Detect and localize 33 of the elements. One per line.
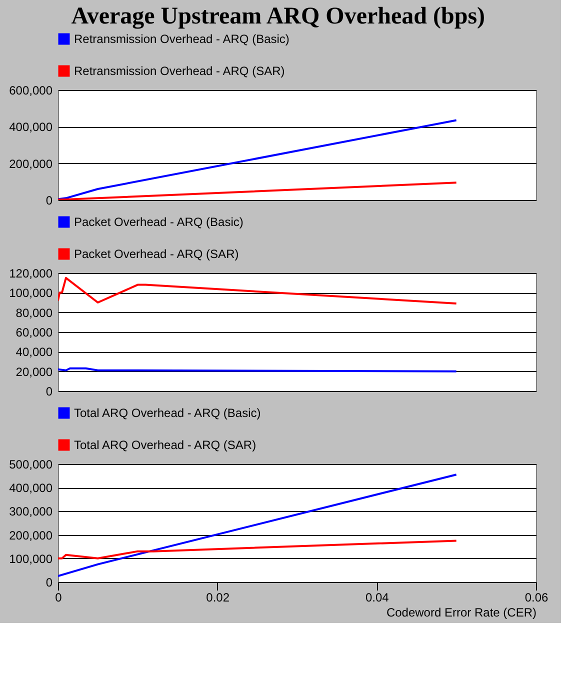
legend-label: Packet Overhead - ARQ (Basic) — [74, 215, 244, 229]
line-series — [58, 182, 458, 200]
x-axis-title: Codeword Error Rate (CER) — [386, 606, 536, 620]
y-tick-label: 0 — [46, 576, 53, 590]
y-tick-label: 0 — [46, 194, 53, 208]
y-tick-label: 100,000 — [9, 286, 53, 300]
x-tick-label: 0.04 — [365, 590, 390, 604]
y-tick-label: 200,000 — [9, 528, 53, 542]
y-tick-label: 600,000 — [9, 84, 53, 98]
legend-label: Total ARQ Overhead - ARQ (SAR) — [74, 438, 256, 452]
y-tick-label: 80,000 — [16, 306, 53, 320]
line-series — [58, 276, 458, 304]
line-series — [58, 540, 458, 560]
y-tick-label: 20,000 — [16, 364, 53, 379]
y-tick-label: 60,000 — [16, 326, 53, 340]
x-tick-label: 0 — [55, 590, 62, 604]
legend-label: Packet Overhead - ARQ (SAR) — [74, 247, 239, 261]
y-tick-label: 400,000 — [9, 481, 53, 496]
y-tick-label: 40,000 — [16, 345, 53, 360]
y-tick-label: 200,000 — [9, 156, 53, 171]
y-tick-label: 100,000 — [9, 552, 53, 566]
x-tick-label: 0.02 — [206, 590, 230, 604]
y-tick-label: 500,000 — [9, 458, 53, 472]
y-tick-label: 300,000 — [9, 504, 53, 519]
y-tick-label: 400,000 — [9, 120, 53, 134]
chart-title: Average Upstream ARQ Overhead (bps) — [71, 4, 486, 30]
legend-label: Retransmission Overhead - ARQ (SAR) — [74, 64, 285, 78]
legend-label: Retransmission Overhead - ARQ (Basic) — [74, 32, 290, 46]
legend-label: Total ARQ Overhead - ARQ (Basic) — [74, 406, 261, 420]
y-tick-label: 120,000 — [9, 266, 53, 280]
y-tick-label: 0 — [46, 384, 53, 398]
x-tick-label: 0.06 — [524, 590, 548, 604]
line-series — [58, 119, 458, 200]
